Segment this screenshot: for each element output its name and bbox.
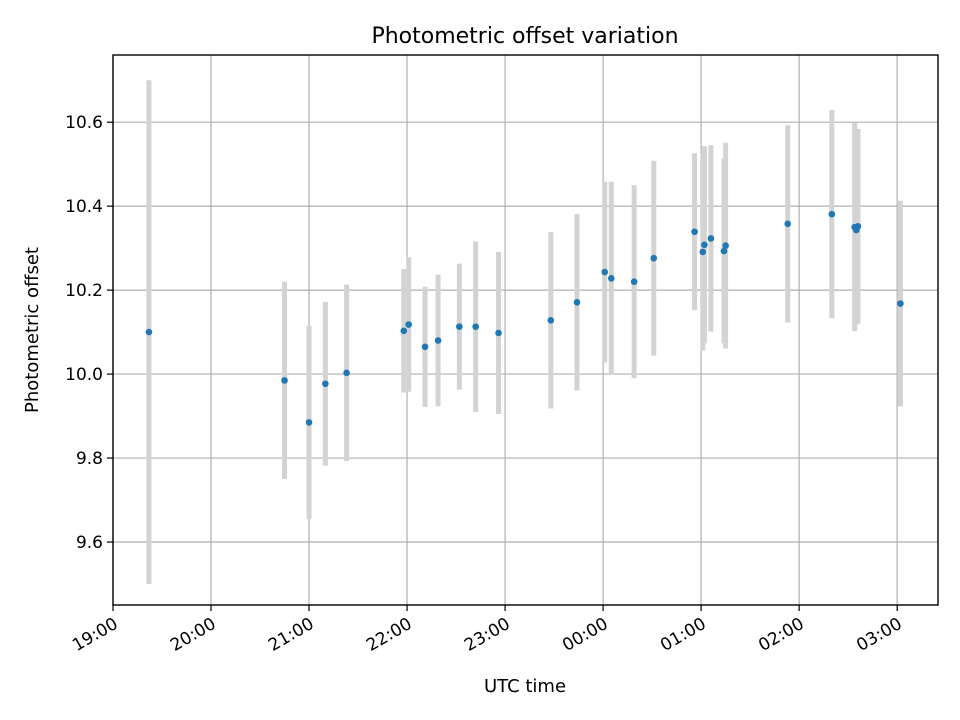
data-point [281,377,288,384]
data-point [707,235,715,242]
data-points [145,210,904,426]
data-point [650,254,658,262]
data-point [305,419,313,426]
y-tick-label: 9.6 [76,533,103,553]
data-point [699,248,707,256]
data-point [322,380,329,388]
data-point [720,247,728,255]
data-point [701,241,708,249]
y-tick-label: 10.0 [65,365,103,385]
data-point [405,321,412,328]
data-point [573,298,581,306]
y-tick-label: 10.6 [65,113,103,133]
y-axis-label: Photometric offset [22,247,43,413]
data-point [784,220,792,228]
data-point [601,268,609,276]
data-point [145,328,153,336]
x-axis-label: UTC time [484,676,566,697]
data-point [547,317,555,324]
data-point [495,329,502,337]
y-tick-label: 10.2 [65,281,103,301]
y-tick-label: 10.4 [65,197,103,217]
data-point [691,228,698,236]
data-point [630,278,638,286]
data-point [828,210,836,218]
data-point [854,222,862,230]
y-tick-label: 9.8 [76,449,103,469]
data-point [897,300,904,307]
data-point [343,369,350,377]
data-point [400,327,408,335]
data-point [607,275,615,282]
plot-frame [112,54,939,606]
chart-title: Photometric offset variation [371,24,678,49]
data-point [722,242,729,249]
data-point [421,343,429,351]
data-point [456,323,463,330]
data-point [472,323,479,330]
y-axis-ticks: 9.6 9.8 10.0 10.2 10.4 10.6 [65,113,113,553]
data-point [434,337,442,344]
